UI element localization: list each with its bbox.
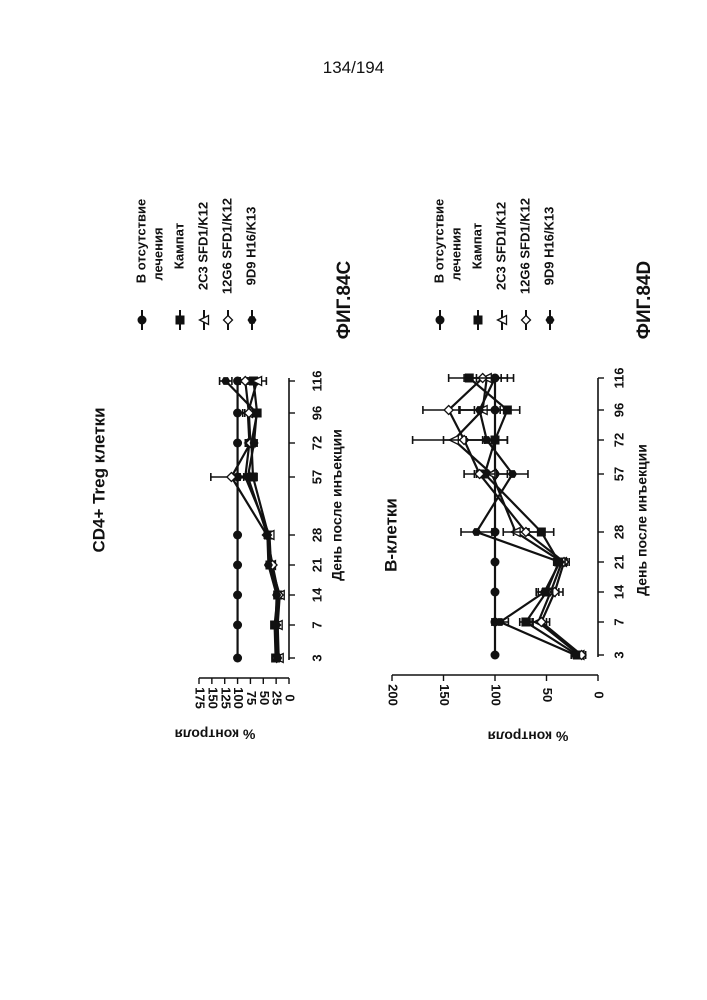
marker-hexagon — [472, 528, 481, 536]
y-axis-label: % контроля — [175, 726, 256, 742]
legend-label: лечения — [150, 227, 165, 280]
value-axis: 0255075100125150175% контроля — [175, 678, 298, 742]
day-tick-label: 3 — [611, 651, 626, 658]
marker-square — [176, 316, 185, 325]
y-axis-label: % контроля — [488, 728, 569, 744]
legend-label: 12G6 SFD1/K12 — [219, 198, 234, 294]
x-axis-label: День после инъекции — [329, 429, 345, 581]
marker-circle — [491, 558, 500, 567]
day-tick-label: 96 — [611, 403, 626, 417]
value-axis: 0 50 100 150 200 % контроля — [386, 675, 607, 744]
chart-panel-1: 0255075100125150175% контроля37142128577… — [89, 198, 355, 742]
day-tick-label: 57 — [611, 467, 626, 481]
day-tick-label: 72 — [309, 436, 324, 450]
series-group — [413, 374, 586, 660]
value-tick-label: 150 — [437, 684, 452, 706]
day-tick-label: 96 — [309, 406, 324, 420]
legend: В отсутствиелечения Кампат 2C3 SFD1/K12 12G… — [133, 198, 258, 330]
day-tick-label: 72 — [611, 433, 626, 447]
day-tick-label: 14 — [611, 584, 626, 599]
value-tick-label: 200 — [386, 684, 401, 706]
legend: В отсутствиелечения Кампат 2C3 SFD1/K12 12G… — [431, 198, 556, 330]
chart-title: В-клетки — [381, 498, 400, 572]
day-tick-label: 57 — [309, 470, 324, 484]
legend-label: В отсутствие — [133, 199, 148, 283]
day-tick-label: 3 — [309, 654, 324, 661]
legend-label: В отсутствие — [431, 199, 446, 283]
marker-circle — [233, 621, 242, 630]
marker-circle — [233, 654, 242, 663]
chart-title: CD4+ Treg клетки — [89, 407, 108, 552]
figure-label: ФИГ.84D — [634, 261, 655, 339]
day-tick-label: 116 — [309, 371, 324, 392]
day-tick-label: 7 — [309, 621, 324, 628]
x-axis-label: День после инъекции — [634, 444, 650, 596]
marker-hexagon — [546, 316, 555, 324]
marker-circle — [436, 316, 445, 325]
legend-label: 9D9 H16/K13 — [243, 207, 258, 286]
legend-label: 9D9 H16/K13 — [541, 207, 556, 286]
day-tick-label: 21 — [309, 558, 324, 572]
legend-label: 2C3 SFD1/K12 — [493, 202, 508, 290]
value-tick-label: 0 — [592, 691, 607, 698]
day-tick-label: 21 — [611, 555, 626, 569]
series-line-5 — [226, 381, 278, 658]
day-tick-label: 116 — [611, 368, 626, 389]
day-tick-label: 14 — [309, 587, 324, 602]
marker-circle — [233, 409, 242, 418]
day-axis: 3 7 14 21 28 57 72 96 116 День после инъекции — [289, 371, 345, 662]
marker-circle — [491, 651, 500, 660]
legend-label: лечения — [448, 227, 463, 280]
chart-panel-2: 0 50 100 150 200 % контроля 3 7 14 21 28 57 72 96 116 Д… — [381, 198, 655, 744]
day-tick-label: 28 — [611, 525, 626, 539]
marker-hexagon — [248, 316, 257, 324]
series-line-3 — [454, 378, 580, 655]
legend-label: Кампат — [171, 223, 186, 269]
marker-diamond — [522, 316, 531, 325]
marker-circle — [233, 591, 242, 600]
value-tick-label: 50 — [540, 688, 555, 702]
series-group — [211, 377, 284, 663]
legend-label: 12G6 SFD1/K12 — [517, 198, 532, 294]
legend-label: 2C3 SFD1/K12 — [195, 202, 210, 290]
marker-circle — [233, 561, 242, 570]
figure-label: ФИГ.84C — [334, 261, 355, 340]
day-tick-label: 28 — [309, 528, 324, 542]
marker-diamond — [224, 316, 233, 325]
value-tick-label: 175 — [193, 687, 208, 709]
marker-circle — [138, 316, 147, 325]
value-tick-label: 100 — [489, 684, 504, 706]
marker-square — [521, 618, 530, 627]
day-axis: 3 7 14 21 28 57 72 96 116 День после инъекции — [598, 368, 650, 659]
marker-circle — [233, 531, 242, 540]
series-line-4 — [449, 378, 582, 655]
marker-circle — [491, 588, 500, 597]
marker-square — [474, 316, 483, 325]
marker-circle — [233, 439, 242, 448]
legend-label: Кампат — [469, 223, 484, 269]
day-tick-label: 7 — [611, 618, 626, 625]
